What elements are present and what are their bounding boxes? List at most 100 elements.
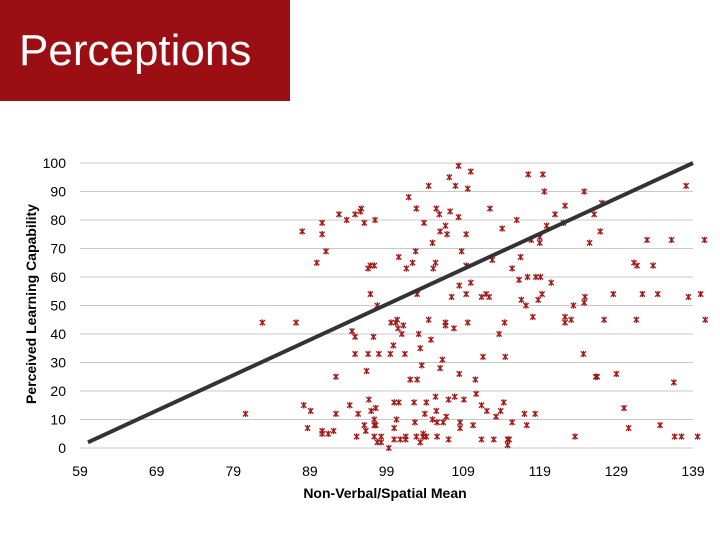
data-point: [456, 370, 463, 378]
data-point: [473, 390, 480, 398]
data-point: [532, 410, 539, 417]
data-point: [625, 424, 632, 432]
data-point: [412, 248, 419, 255]
data-point: [332, 373, 339, 380]
data-point: [597, 228, 604, 235]
data-point: [423, 399, 430, 406]
data-point: [467, 168, 474, 175]
data-point: [538, 290, 546, 298]
y-tick-label: 40: [50, 326, 66, 342]
x-axis-ticks: 59 69 79 89 99 109 119 129 139: [72, 463, 705, 479]
data-point: [413, 205, 420, 212]
data-point: [446, 174, 453, 181]
data-point: [460, 396, 467, 403]
x-tick-label: 69: [149, 463, 165, 479]
data-point: [370, 333, 377, 341]
data-point: [516, 276, 523, 284]
data-point: [443, 231, 451, 238]
x-tick-label: 139: [681, 463, 705, 479]
data-point: [634, 262, 641, 269]
data-point: [571, 433, 579, 440]
data-point: [299, 228, 306, 235]
data-point: [470, 422, 477, 429]
data-point: [363, 367, 370, 375]
data-point: [371, 433, 378, 440]
data-point: [548, 279, 555, 286]
y-axis-title: Perceived Learning Capability: [23, 204, 39, 404]
data-point: [259, 319, 266, 326]
data-point: [427, 336, 435, 343]
data-point: [463, 231, 470, 238]
data-point: [362, 427, 369, 435]
data-point: [420, 219, 428, 227]
data-point: [490, 436, 497, 443]
data-point: [643, 236, 651, 244]
data-point: [561, 313, 569, 321]
x-axis-title: Non-Verbal/Spatial Mean: [303, 485, 466, 501]
data-point: [486, 293, 493, 301]
data-point: [395, 253, 402, 261]
data-point: [415, 330, 422, 338]
data-point: [496, 330, 503, 338]
data-point: [378, 433, 385, 440]
y-tick-label: 90: [50, 184, 66, 200]
data-point: [413, 433, 420, 440]
data-point: [499, 225, 506, 232]
data-point: [457, 424, 464, 432]
data-point: [436, 211, 443, 218]
data-point: [293, 319, 300, 326]
data-point: [537, 273, 544, 281]
data-point: [348, 327, 356, 335]
data-point: [506, 436, 513, 443]
data-point: [433, 205, 440, 212]
data-point: [335, 211, 343, 218]
data-point: [432, 259, 439, 266]
data-point: [393, 416, 400, 423]
data-point: [523, 422, 530, 429]
data-point: [402, 433, 409, 440]
data-point: [425, 316, 432, 323]
data-point: [518, 296, 525, 303]
data-point: [418, 362, 425, 369]
data-point: [433, 407, 440, 415]
data-point: [429, 416, 436, 423]
data-point: [478, 402, 485, 409]
data-point: [407, 376, 414, 383]
data-point: [417, 439, 424, 446]
data-point: [365, 350, 372, 358]
title-banner: Perceptions: [0, 0, 290, 101]
data-point: [513, 216, 520, 224]
data-point: [442, 222, 449, 229]
data-point: [633, 316, 640, 323]
data-point: [463, 290, 470, 298]
data-point: [447, 208, 454, 215]
data-point: [683, 182, 690, 189]
data-points: [242, 162, 709, 452]
data-point: [417, 345, 424, 352]
data-point: [586, 239, 593, 246]
data-point: [581, 188, 588, 195]
data-point: [694, 433, 701, 440]
data-point: [401, 350, 408, 358]
data-point: [361, 219, 368, 227]
data-point: [610, 290, 617, 298]
data-point: [702, 316, 709, 323]
data-point: [464, 319, 471, 326]
data-point: [493, 413, 500, 420]
data-point: [319, 430, 326, 437]
data-point: [552, 211, 559, 218]
data-point: [581, 293, 589, 301]
data-point: [394, 325, 402, 332]
data-point: [500, 399, 507, 406]
data-point: [352, 333, 359, 341]
data-point: [300, 402, 307, 409]
y-axis-ticks: 0 10 20 30 40 50 60 70 80 90 100: [43, 155, 67, 456]
data-point: [685, 293, 692, 301]
y-tick-label: 60: [50, 269, 66, 285]
data-point: [368, 407, 375, 415]
data-point: [539, 171, 546, 178]
data-point: [581, 299, 588, 306]
data-point: [405, 194, 412, 201]
data-point: [242, 410, 249, 417]
data-point: [450, 325, 457, 332]
